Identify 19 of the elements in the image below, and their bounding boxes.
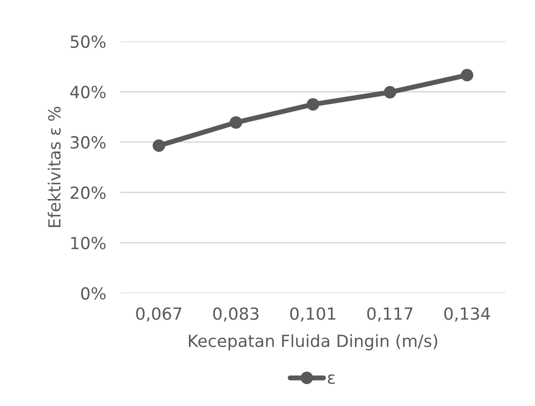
x-tick-label: 0,083 (213, 307, 258, 322)
y-tick-label: 30% (70, 136, 106, 149)
legend-label: ε (328, 374, 335, 384)
point (230, 116, 242, 129)
point (384, 86, 396, 99)
y-tick-label: 20% (70, 186, 106, 200)
x-tick-label: 0,067 (136, 307, 182, 322)
x-tick-label: 0,134 (444, 307, 490, 322)
y-tick-label: 50% (70, 35, 106, 48)
x-tick-label: 0,101 (290, 307, 336, 322)
y-tick-label: 40% (70, 86, 106, 98)
y-tick-label: 0% (81, 287, 106, 300)
point (152, 139, 166, 152)
x-tick-label: 0,117 (367, 307, 412, 322)
y-tick-label: 10% (71, 236, 106, 250)
x-axis-title: Kecepatan Fluida Dingin (m/s) (188, 334, 438, 350)
y-axis-title: Efektivitas ε % (48, 106, 61, 228)
point (306, 98, 320, 111)
point (460, 68, 474, 82)
